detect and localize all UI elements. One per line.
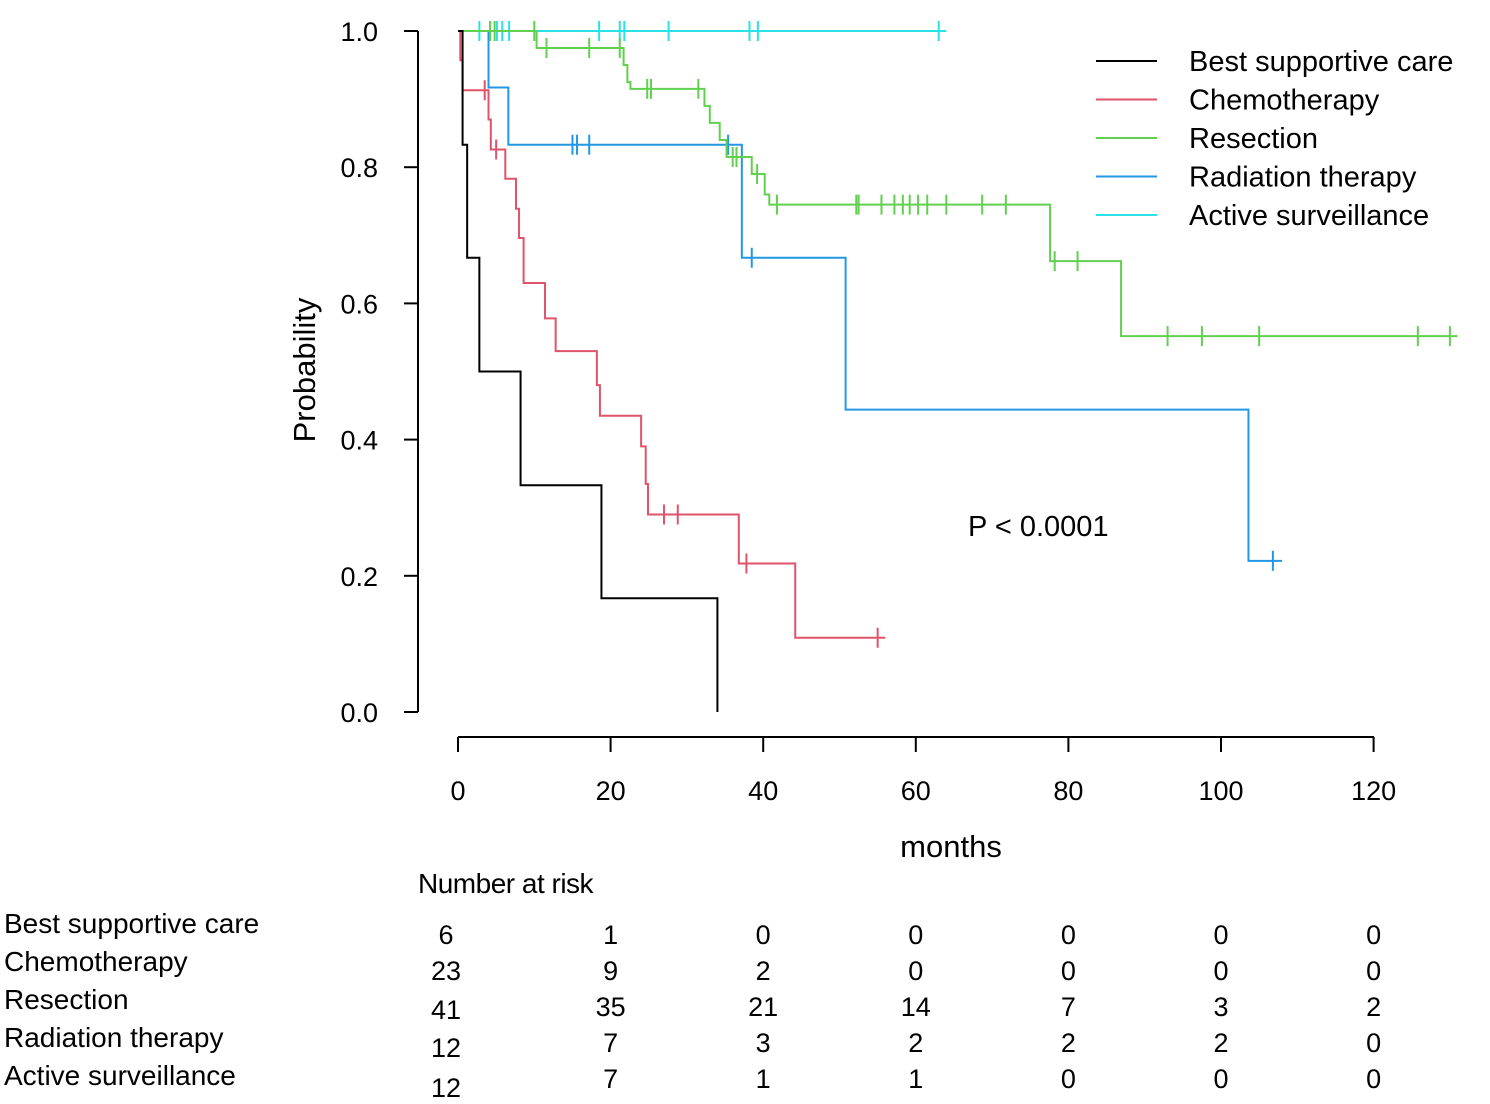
legend-label-chemotherapy: Chemotherapy: [1189, 85, 1380, 117]
y-tick-label: 1.0: [340, 17, 378, 47]
risk-value: 23: [430, 956, 462, 986]
risk-row-label: Active surveillance: [4, 1060, 236, 1091]
risk-value: 14: [900, 992, 931, 1022]
risk-value: 2: [908, 1028, 924, 1058]
risk-row-label: Resection: [4, 984, 129, 1015]
risk-table-title: Number at risk: [418, 868, 594, 899]
risk-value: 9: [603, 956, 619, 986]
risk-value: 2: [755, 956, 771, 986]
risk-value: 0: [1060, 1064, 1076, 1094]
risk-value: 3: [755, 1028, 771, 1058]
legend-label-radiation-therapy: Radiation therapy: [1189, 162, 1417, 194]
risk-value: 7: [603, 1028, 619, 1058]
risk-value: 12: [430, 1033, 462, 1063]
y-axis-title: Probability: [287, 297, 322, 442]
risk-value: 0: [755, 920, 771, 950]
risk-value: 41: [430, 995, 462, 1025]
x-tick-label: 80: [1053, 776, 1083, 806]
risk-value: 21: [748, 992, 779, 1022]
y-tick-label: 0.2: [340, 562, 378, 592]
risk-value: 12: [430, 1073, 462, 1103]
risk-value: 1: [755, 1064, 771, 1094]
x-tick-label: 20: [596, 776, 626, 806]
risk-value: 0: [1366, 1064, 1382, 1094]
p-value-annotation: P < 0.0001: [968, 511, 1109, 543]
curve-resection: [458, 30, 1458, 338]
kaplan-meier-chart: 0.0 0.2 0.4 0.6 0.8 1.0 0 20 40 60 80 100 120 Proba…: [287, 17, 1458, 864]
risk-value: 3: [1213, 992, 1229, 1022]
x-tick-label: 100: [1198, 776, 1243, 806]
risk-value: 1: [908, 1064, 924, 1094]
risk-value: 2: [1213, 1028, 1229, 1058]
risk-value: 0: [1213, 920, 1229, 950]
risk-value: 7: [603, 1064, 619, 1094]
risk-row-label: Radiation therapy: [4, 1022, 224, 1053]
survival-curves: [458, 21, 1458, 712]
risk-value: 0: [1213, 956, 1229, 986]
risk-value: 35: [595, 992, 626, 1022]
risk-value: 1: [603, 920, 619, 950]
y-ticks: 0.0 0.2 0.4 0.6 0.8 1.0: [340, 17, 418, 728]
y-tick-label: 0.0: [340, 698, 378, 728]
legend-label-resection: Resection: [1189, 123, 1318, 155]
risk-value: 0: [908, 920, 924, 950]
x-tick-label: 40: [748, 776, 778, 806]
risk-value: 0: [1060, 920, 1076, 950]
curve-radiation-therapy: [458, 30, 1283, 562]
risk-value: 0: [1366, 1028, 1382, 1058]
y-tick-label: 0.4: [340, 426, 378, 456]
risk-row-label: Chemotherapy: [4, 946, 188, 977]
curve-chemotherapy: [458, 30, 886, 639]
risk-row-label: Best supportive care: [4, 908, 260, 939]
y-tick-label: 0.6: [340, 289, 378, 319]
legend: Best supportive care Chemotherapy Resectio…: [1096, 46, 1453, 232]
x-tick-label: 0: [450, 776, 465, 806]
risk-value: 0: [1366, 956, 1382, 986]
risk-value: 0: [1060, 956, 1076, 986]
x-axis-title: months: [900, 829, 1002, 864]
risk-value: 0: [1366, 920, 1382, 950]
legend-label-active-surveillance: Active surveillance: [1189, 200, 1429, 232]
risk-value: 2: [1366, 992, 1382, 1022]
risk-value: 6: [438, 920, 454, 950]
risk-value: 0: [1213, 1064, 1229, 1094]
risk-value: 7: [1060, 992, 1076, 1022]
x-tick-label: 60: [901, 776, 931, 806]
x-ticks: 0 20 40 60 80 100 120: [450, 737, 1396, 806]
x-tick-label: 120: [1351, 776, 1396, 806]
risk-value: 2: [1060, 1028, 1076, 1058]
risk-value: 0: [908, 956, 924, 986]
curve-best-supportive-care: [458, 30, 719, 712]
y-tick-label: 0.8: [340, 153, 378, 183]
legend-label-best-supportive-care: Best supportive care: [1189, 46, 1453, 78]
